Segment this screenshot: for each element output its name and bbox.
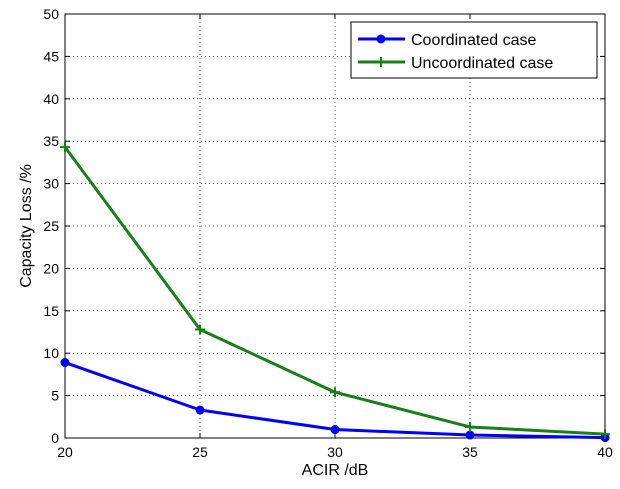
grid xyxy=(65,14,605,438)
data-point xyxy=(330,425,340,435)
legend-item: Coordinated case xyxy=(358,32,537,49)
legend-label: Uncoordinated case xyxy=(411,55,553,72)
data-point xyxy=(465,430,475,440)
y-tick-label: 15 xyxy=(43,303,59,319)
data-point xyxy=(195,324,205,335)
legend-swatch-marker xyxy=(376,57,386,67)
data-point xyxy=(600,429,610,440)
legend-box xyxy=(350,21,598,79)
y-tick-label: 25 xyxy=(43,218,59,234)
data-point xyxy=(465,421,475,432)
y-axis-label: Capacity Loss /% xyxy=(18,164,35,288)
y-tick-label: 5 xyxy=(51,388,59,404)
x-tick-label: 30 xyxy=(327,444,343,460)
data-point xyxy=(195,405,205,415)
y-tick-label: 40 xyxy=(43,91,59,107)
x-axis: 20 25 30 35 40 xyxy=(57,14,613,460)
legend: Coordinated case Uncoordinated case xyxy=(350,21,598,79)
y-tick-label: 20 xyxy=(43,260,59,276)
x-tick-label: 40 xyxy=(597,444,613,460)
data-point xyxy=(60,358,70,368)
x-axis-label: ACIR /dB xyxy=(302,462,369,479)
y-tick-label: 0 xyxy=(51,430,59,446)
y-tick-label: 30 xyxy=(43,176,59,192)
y-axis: 0 5 10 15 20 25 30 35 40 45 50 xyxy=(43,6,605,446)
x-tick-label: 35 xyxy=(462,444,478,460)
y-tick-label: 50 xyxy=(43,6,59,22)
y-tick-label: 45 xyxy=(43,48,59,64)
legend-label: Coordinated case xyxy=(411,32,537,49)
legend-swatch-marker xyxy=(376,34,386,44)
x-tick-label: 20 xyxy=(57,444,73,460)
series-layer xyxy=(60,142,610,443)
data-point xyxy=(330,387,340,398)
y-tick-label: 35 xyxy=(43,133,59,149)
series-uncoordinated xyxy=(60,142,610,440)
data-point xyxy=(60,142,70,153)
legend-item: Uncoordinated case xyxy=(358,55,553,72)
x-tick-label: 25 xyxy=(192,444,208,460)
y-tick-label: 10 xyxy=(43,345,59,361)
